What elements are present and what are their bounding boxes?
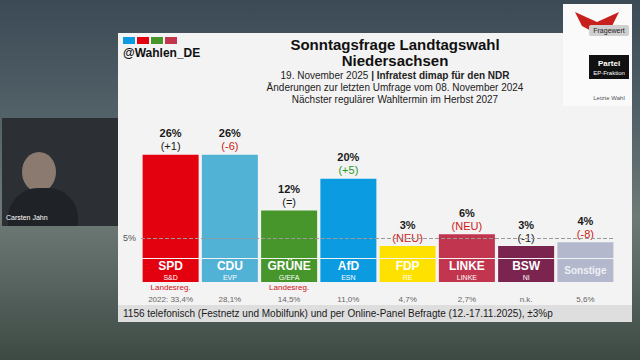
svg-text:BSW: BSW <box>512 259 541 273</box>
svg-text:26%: 26% <box>160 127 182 139</box>
svg-text:26%: 26% <box>219 127 241 139</box>
svg-text:14,5%: 14,5% <box>278 295 301 304</box>
svg-text:(-1): (-1) <box>518 232 535 244</box>
svg-text:5%: 5% <box>123 233 136 243</box>
svg-text:Fragewert: Fragewert <box>593 27 625 35</box>
svg-text:GRÜNE: GRÜNE <box>267 258 310 273</box>
svg-text:28,1%: 28,1% <box>219 295 242 304</box>
svg-text:Partei: Partei <box>598 59 620 68</box>
svg-text:2,7%: 2,7% <box>458 295 476 304</box>
svg-text:n.k.: n.k. <box>520 295 533 304</box>
svg-text:EVP: EVP <box>223 274 237 281</box>
svg-text:(-6): (-6) <box>221 140 238 152</box>
svg-text:2022: 33,4%: 2022: 33,4% <box>148 295 193 304</box>
svg-text:LINKE: LINKE <box>457 274 478 281</box>
svg-text:NI: NI <box>523 274 530 281</box>
svg-text:Landesreg.: Landesreg. <box>151 283 191 292</box>
svg-text:3%: 3% <box>518 219 534 231</box>
svg-text:ESN: ESN <box>341 274 355 281</box>
svg-text:Sonstige: Sonstige <box>564 265 607 276</box>
svg-text:S&D: S&D <box>163 274 177 281</box>
svg-text:LINKE: LINKE <box>449 259 485 273</box>
svg-text:FDP: FDP <box>396 259 420 273</box>
svg-text:(+5): (+5) <box>338 164 358 176</box>
svg-text:11,0%: 11,0% <box>337 295 359 304</box>
svg-text:5,6%: 5,6% <box>576 295 594 304</box>
svg-text:@Wahlen_DE: @Wahlen_DE <box>123 46 200 60</box>
svg-text:AfD: AfD <box>338 259 360 273</box>
svg-text:RE: RE <box>403 274 413 281</box>
svg-text:Carsten Jahn: Carsten Jahn <box>6 214 48 221</box>
svg-text:1156 telefonisch (Festnetz und: 1156 telefonisch (Festnetz und Mobilfunk… <box>123 308 553 319</box>
svg-text:4,7%: 4,7% <box>399 295 417 304</box>
svg-text:Niedersachsen: Niedersachsen <box>342 52 449 69</box>
svg-text:G/EFA: G/EFA <box>279 274 300 281</box>
svg-text:EP-Fraktion: EP-Fraktion <box>593 70 625 76</box>
svg-text:12%: 12% <box>278 183 300 195</box>
svg-text:CDU: CDU <box>217 259 243 273</box>
svg-text:(+1): (+1) <box>161 140 181 152</box>
svg-text:(NEU): (NEU) <box>452 220 483 232</box>
svg-text:4%: 4% <box>577 215 593 227</box>
svg-text:(-8): (-8) <box>577 228 594 240</box>
svg-text:(NEU): (NEU) <box>392 232 423 244</box>
svg-text:3%: 3% <box>400 219 416 231</box>
svg-text:6%: 6% <box>459 207 475 219</box>
svg-text:Letzte Wahl: Letzte Wahl <box>593 95 624 101</box>
svg-text:19. November 2025: 19. November 2025 <box>281 70 372 81</box>
svg-text:Änderungen zur letzten Umfrage: Änderungen zur letzten Umfrage vom 08. N… <box>267 82 524 93</box>
svg-text:SPD: SPD <box>158 259 183 273</box>
svg-text:Nächster regulärer Wahltermin: Nächster regulärer Wahltermin im Herbst … <box>292 94 499 105</box>
svg-text:20%: 20% <box>337 151 359 163</box>
svg-text:| Infratest dimap für den NDR: | Infratest dimap für den NDR <box>371 70 510 81</box>
svg-text:Landesreg.: Landesreg. <box>269 283 309 292</box>
svg-text:(=): (=) <box>282 196 296 208</box>
svg-text:Sonntagsfrage Landtagswahl: Sonntagsfrage Landtagswahl <box>290 36 499 53</box>
